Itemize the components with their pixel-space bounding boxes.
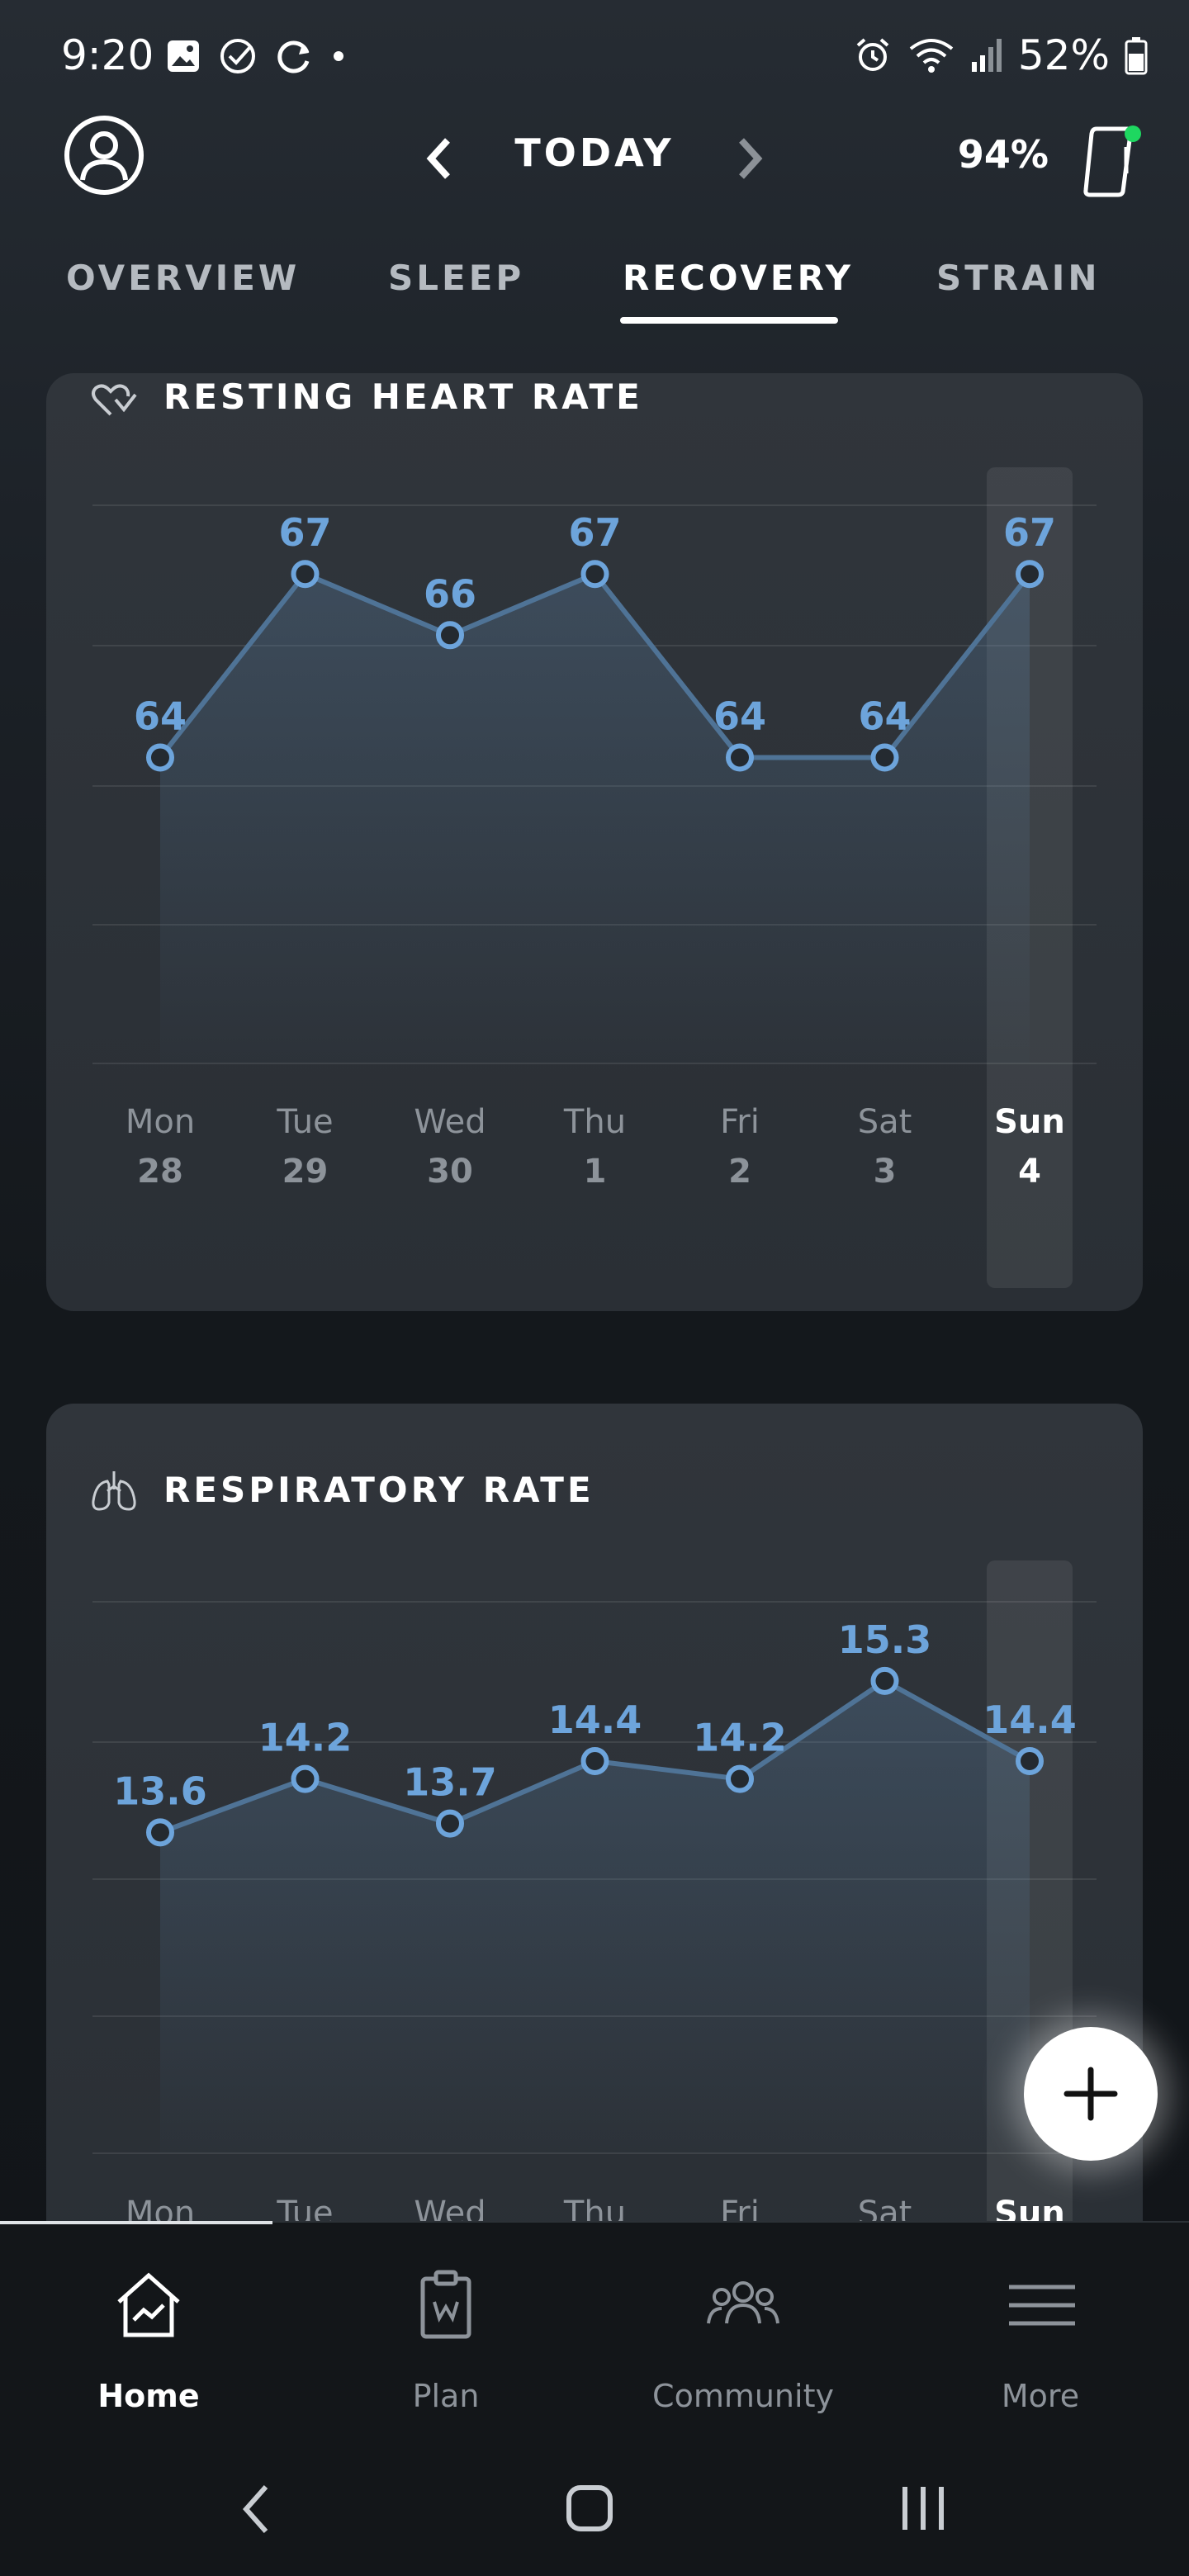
tab-sleep[interactable]: SLEEP <box>388 258 525 298</box>
alarm-icon <box>856 38 889 71</box>
data-point[interactable] <box>1016 560 1044 589</box>
device-battery-percent: 94% <box>957 132 1049 177</box>
phone-battery-percent: 52% <box>1017 31 1110 79</box>
scroll-progress-indicator <box>0 2221 272 2224</box>
data-point[interactable] <box>291 1764 320 1793</box>
data-label: 64 <box>858 694 911 739</box>
data-label: 14.4 <box>548 1698 642 1742</box>
recent-apps-icon[interactable] <box>900 2484 946 2533</box>
nav-home[interactable]: Home <box>0 2223 297 2446</box>
data-point[interactable] <box>436 621 464 650</box>
home-chart-icon <box>117 2272 180 2337</box>
status-bar: 9:20 52% <box>0 0 1189 107</box>
data-label: 15.3 <box>838 1617 932 1662</box>
area-fill <box>160 1680 1030 2153</box>
data-point[interactable] <box>726 1764 754 1793</box>
card-title: RESPIRATORY RATE <box>163 1470 594 1510</box>
top-header: TODAY 94% <box>0 107 1189 215</box>
resting-heart-rate-card[interactable]: RESTING HEART RATE 64 67 66 67 64 64 67 Mon Tue W… <box>46 373 1143 1311</box>
battery-icon <box>1125 37 1148 75</box>
data-label: 14.2 <box>693 1716 787 1760</box>
x-axis-date-label: 3 <box>874 1153 897 1191</box>
data-point[interactable] <box>291 560 320 589</box>
x-axis-day-label: Wed <box>414 1103 486 1141</box>
x-axis-date-label: 4 <box>1018 1153 1041 1191</box>
x-axis-day-label: Sun <box>994 1103 1065 1141</box>
plus-icon <box>1063 2067 1118 2121</box>
active-tab-indicator <box>620 317 838 324</box>
x-axis-day-label: Mon <box>126 1103 195 1141</box>
x-axis-date-label: 29 <box>282 1153 329 1191</box>
x-axis-day-label: Fri <box>720 1103 760 1141</box>
heart-rate-icon <box>92 384 137 416</box>
lungs-icon <box>92 1471 136 1511</box>
data-point[interactable] <box>580 560 609 589</box>
tab-bar: OVERVIEW SLEEP RECOVERY STRAIN <box>0 248 1189 339</box>
data-label: 64 <box>713 694 766 739</box>
data-label: 13.7 <box>403 1760 497 1805</box>
card-title: RESTING HEART RATE <box>163 376 643 417</box>
data-label: 13.6 <box>113 1769 207 1813</box>
respiratory-rate-card[interactable]: RESPIRATORY RATE 13.6 14.2 13.7 14.4 14.2 15.… <box>46 1404 1143 2312</box>
tab-recovery[interactable]: RECOVERY <box>623 258 855 298</box>
data-point[interactable] <box>146 743 174 772</box>
home-button-icon[interactable] <box>565 2484 614 2533</box>
gallery-icon <box>168 40 199 72</box>
clipboard-icon <box>420 2270 471 2339</box>
add-activity-button[interactable] <box>1024 2027 1158 2161</box>
previous-day-icon[interactable] <box>423 134 456 183</box>
data-point[interactable] <box>870 743 899 772</box>
data-point[interactable] <box>436 1809 464 1838</box>
data-point[interactable] <box>726 743 754 772</box>
resting-heart-rate-chart: 64 67 66 67 64 64 67 Mon Tue Wed Thu Fri Sat Sun 28 29 3… <box>92 467 1097 1288</box>
x-axis-date-label: 30 <box>427 1153 473 1191</box>
nav-plan-label: Plan <box>412 2378 480 2414</box>
data-point[interactable] <box>580 1747 609 1776</box>
people-icon <box>707 2281 779 2324</box>
signal-icon <box>971 39 1002 72</box>
x-axis-day-label: Tue <box>276 1103 333 1141</box>
x-axis-date-label: 2 <box>728 1153 751 1191</box>
tab-overview[interactable]: OVERVIEW <box>66 258 301 298</box>
profile-avatar-icon[interactable] <box>63 114 145 197</box>
wearable-device-icon[interactable] <box>1073 122 1148 198</box>
bottom-navigation: Home Plan Community More <box>0 2221 1189 2444</box>
data-point[interactable] <box>146 1818 174 1847</box>
data-label: 67 <box>278 510 331 555</box>
x-axis-day-label: Sat <box>858 1103 912 1141</box>
status-notification-icons <box>165 36 347 76</box>
next-day-icon[interactable] <box>733 134 766 183</box>
x-axis-date-label: 28 <box>137 1153 183 1191</box>
data-point[interactable] <box>1016 1747 1044 1776</box>
data-label: 66 <box>424 571 476 616</box>
data-label: 14.4 <box>983 1698 1077 1742</box>
date-label[interactable]: TODAY <box>514 130 675 175</box>
nav-more-label: More <box>1001 2378 1080 2414</box>
status-time: 9:20 <box>61 31 154 79</box>
system-navigation-bar <box>0 2444 1189 2576</box>
area-fill <box>160 574 1030 1063</box>
check-circle-icon <box>220 39 255 73</box>
x-axis-day-label: Thu <box>563 1103 626 1141</box>
data-label: 64 <box>134 694 187 739</box>
status-system-icons: 52% <box>853 31 1148 79</box>
x-axis-date-label: 1 <box>584 1153 607 1191</box>
nav-community-label: Community <box>652 2378 834 2414</box>
data-point[interactable] <box>870 1666 899 1695</box>
sync-icon <box>277 40 310 73</box>
dot-icon <box>334 51 343 61</box>
data-label: 67 <box>1003 510 1056 555</box>
data-label: 14.2 <box>258 1716 353 1760</box>
nav-more[interactable]: More <box>892 2223 1189 2446</box>
tab-strain[interactable]: STRAIN <box>936 258 1101 298</box>
nav-community[interactable]: Community <box>594 2223 892 2446</box>
menu-icon <box>1009 2285 1075 2326</box>
wifi-icon <box>909 39 954 73</box>
data-label: 67 <box>568 510 621 555</box>
nav-home-label: Home <box>97 2378 200 2414</box>
nav-plan[interactable]: Plan <box>297 2223 594 2446</box>
back-icon[interactable] <box>239 2482 272 2536</box>
